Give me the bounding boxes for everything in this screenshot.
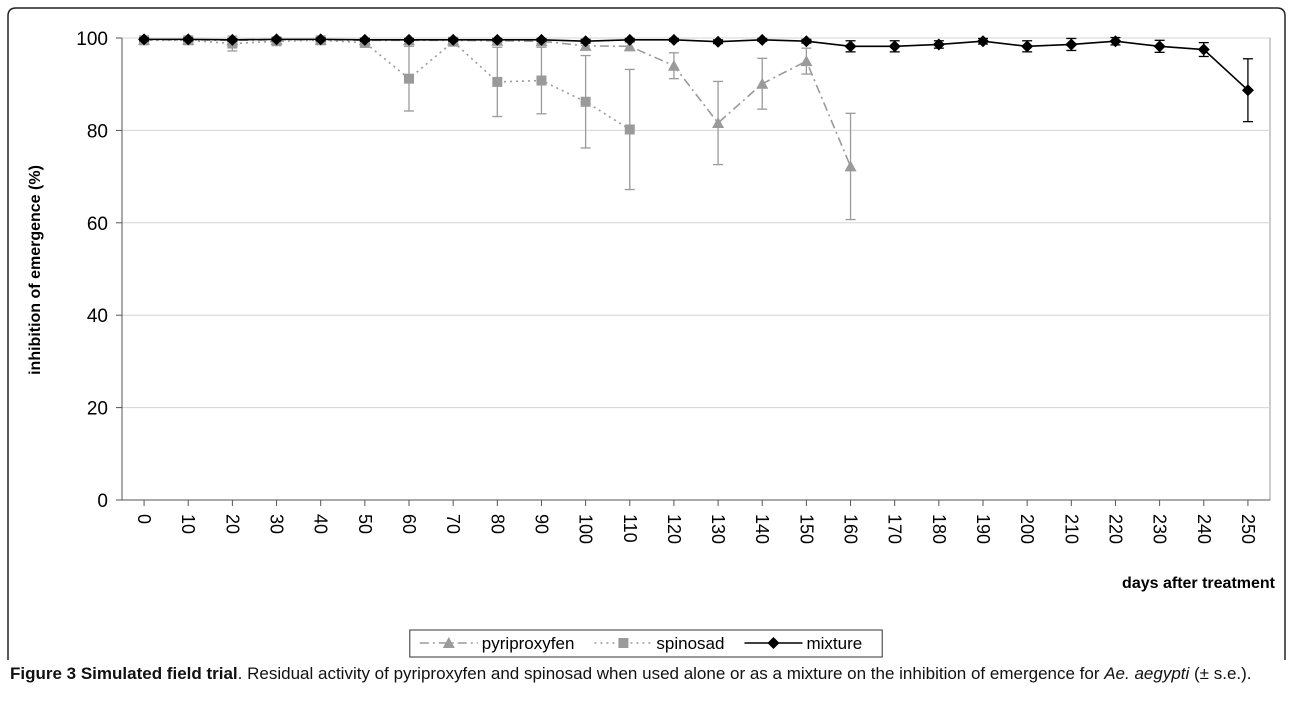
x-axis-title: days after treatment: [1122, 575, 1276, 592]
frame: [7, 7, 1286, 660]
data-point: [844, 40, 857, 53]
data-point: [403, 33, 415, 46]
x-tick-label: 90: [531, 514, 551, 534]
legend-marker: [767, 637, 780, 649]
caption-title: Figure 3 Simulated field trial: [10, 664, 238, 683]
x-tick-label: 110: [620, 514, 640, 543]
y-tick-label: 20: [87, 399, 108, 420]
caption: Figure 3 Simulated field trial. Residual…: [10, 662, 1280, 686]
x-tick-label: 250: [1238, 514, 1258, 544]
data-point: [1241, 84, 1254, 97]
x-tick-label: 60: [399, 514, 419, 534]
caption-text: . Residual activity of pyriproxyfen and …: [237, 664, 1105, 683]
legend-label: spinosad: [656, 634, 724, 653]
y-tick-label: 40: [87, 306, 108, 327]
x-tick-label: 190: [973, 514, 993, 544]
data-point: [138, 33, 151, 46]
plot-area: [121, 37, 1271, 501]
data-point: [447, 33, 460, 46]
x-tick-label: 70: [443, 514, 463, 534]
x-tick-label: 230: [1150, 514, 1170, 544]
legend-marker: [618, 638, 629, 648]
legend-label: mixture: [806, 634, 862, 653]
data-point: [1197, 43, 1210, 56]
chart: inhibition of emergence (%) days after t…: [7, 7, 1286, 660]
data-point: [712, 117, 725, 129]
data-point: [492, 76, 503, 87]
data-point: [580, 96, 591, 107]
legend-label: pyriproxyfen: [482, 634, 575, 653]
legend-marker: [442, 637, 455, 648]
data-point: [404, 73, 414, 84]
data-point: [623, 33, 636, 46]
data-point: [535, 33, 548, 46]
data-point: [358, 33, 371, 46]
data-point: [932, 38, 945, 51]
x-tick-label: 240: [1194, 514, 1214, 544]
data-point: [270, 33, 283, 46]
data-point: [756, 33, 769, 46]
x-tick-label: 200: [1017, 514, 1037, 544]
y-axis-title: inhibition of emergence (%): [27, 165, 44, 375]
data-point: [226, 33, 239, 46]
data-point: [844, 160, 857, 172]
data-point: [491, 33, 504, 46]
legend-box: [409, 629, 883, 658]
data-point: [667, 59, 680, 71]
data-point: [579, 35, 592, 48]
legend: pyriproxyfen spinosad mixture: [409, 629, 883, 658]
data-point: [800, 35, 813, 48]
x-tick-label: 80: [487, 514, 507, 534]
x-tick-label: 210: [1061, 514, 1081, 544]
data-point: [314, 33, 327, 46]
x-tick-label: 0: [134, 514, 154, 524]
x-tick-label: 120: [664, 514, 684, 544]
y-tick-label: 100: [76, 29, 108, 50]
data-point: [536, 75, 547, 86]
data-point: [1109, 35, 1122, 48]
x-tick-label: 160: [841, 514, 861, 544]
series-line: [144, 38, 1249, 91]
data-point: [1065, 38, 1078, 51]
x-tick-label: 150: [796, 514, 816, 544]
y-tick-label: 60: [87, 214, 108, 235]
x-tick-label: 100: [576, 514, 596, 544]
data-point: [756, 77, 769, 89]
caption-species: Ae. aegypti: [1104, 664, 1190, 683]
x-tick-label: 170: [885, 514, 905, 544]
x-tick-label: 140: [752, 514, 772, 544]
data-point: [182, 33, 195, 46]
data-point: [624, 124, 635, 135]
series-line: [144, 39, 631, 131]
x-tick-label: 180: [929, 514, 949, 544]
data-point: [667, 33, 680, 46]
data-point: [888, 40, 901, 53]
caption-text: (± s.e.).: [1189, 664, 1252, 683]
y-tick-label: 0: [97, 491, 108, 512]
data-point: [712, 35, 725, 48]
x-tick-label: 20: [222, 514, 242, 534]
y-tick-label: 80: [87, 121, 108, 142]
x-tick-label: 30: [267, 514, 287, 534]
x-tick-label: 220: [1105, 514, 1125, 544]
x-tick-label: 10: [178, 514, 198, 534]
data-point: [977, 35, 989, 48]
data-point: [1021, 40, 1034, 53]
x-tick-label: 50: [355, 514, 375, 534]
data-point: [800, 55, 813, 67]
x-tick-label: 130: [708, 514, 728, 544]
data-point: [1153, 40, 1166, 53]
x-tick-label: 40: [311, 514, 331, 534]
